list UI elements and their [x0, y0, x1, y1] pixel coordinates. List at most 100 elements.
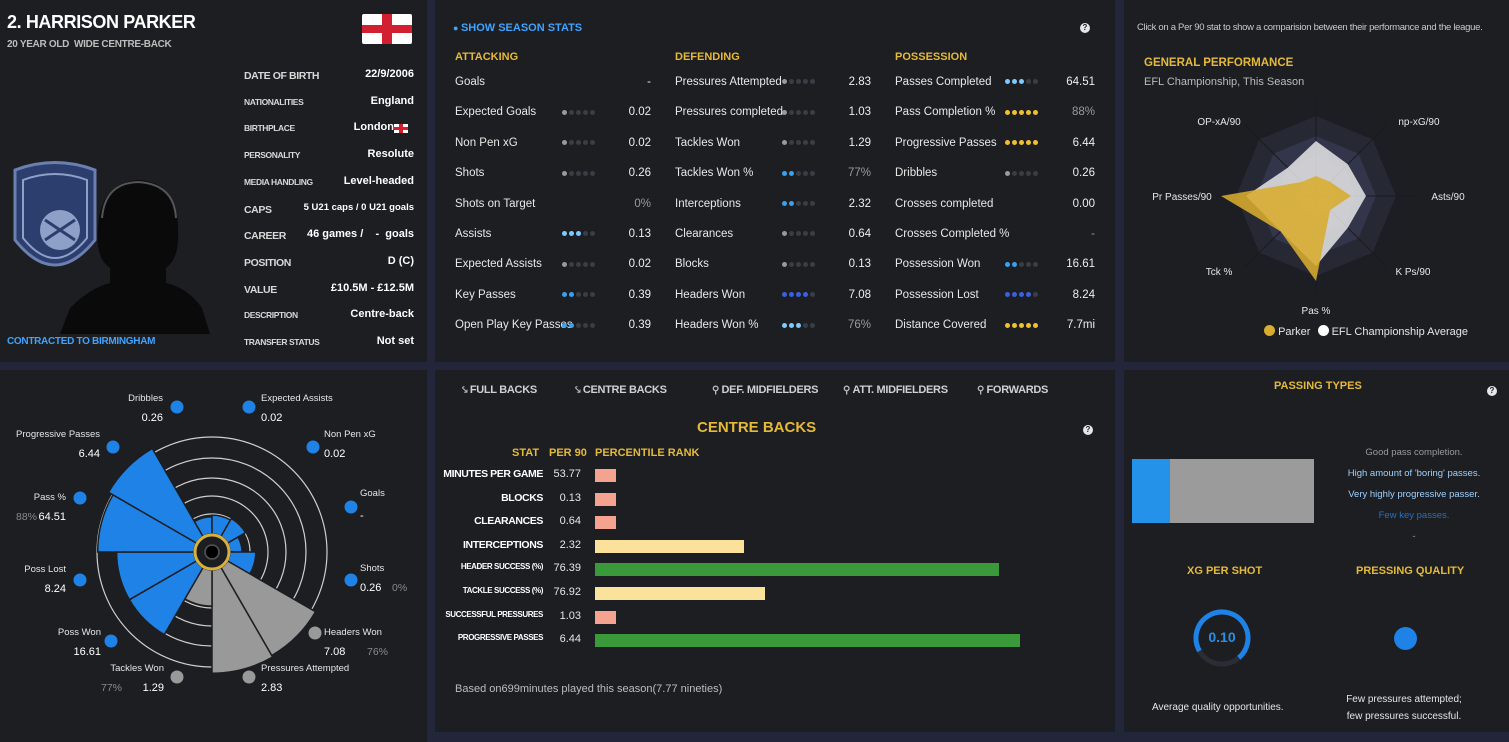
stat-row[interactable]: Tackles Won % 77%	[675, 167, 871, 197]
info-value: Level-headed	[343, 174, 414, 187]
stat-row[interactable]: Progressive Passes 6.44	[895, 137, 1095, 167]
att-midfielders-icon: ⚲	[843, 385, 853, 396]
radar-legend: Parker EFL Championship Average	[1264, 325, 1468, 338]
radar-axis-label[interactable]: Pas %	[1302, 306, 1331, 317]
radial-marker-dot[interactable]	[170, 670, 184, 684]
stat-row[interactable]: Pressures completed 1.03	[675, 106, 871, 136]
stat-row[interactable]: Expected Assists 0.02	[455, 258, 651, 288]
radial-item-value: 6.44	[79, 448, 100, 460]
radar-axis-label[interactable]: Tck %	[1206, 267, 1233, 278]
radial-marker-dot[interactable]	[344, 500, 358, 514]
radial-marker-dot[interactable]	[104, 634, 118, 648]
player-name: 2. HARRISON PARKER	[7, 12, 196, 32]
rating-dot	[1012, 109, 1017, 115]
percentile-per90-value: 0.13	[559, 491, 581, 504]
stat-name: Crosses completed	[895, 197, 994, 210]
stat-row[interactable]: Dribbles 0.26	[895, 167, 1095, 197]
stat-row[interactable]: Clearances 0.64	[675, 228, 871, 258]
stat-row[interactable]: Shots on Target 0%	[455, 198, 651, 228]
tab-att-midfielders[interactable]: ⚲ ATT. MIDFIELDERS	[843, 384, 948, 396]
pressing-quality-title: PRESSING QUALITY	[1356, 565, 1465, 577]
radial-item-value: 2.83	[261, 682, 282, 694]
stat-row[interactable]: Blocks 0.13	[675, 258, 871, 288]
tab-centre-backs[interactable]: ⤥ CENTRE BACKS	[575, 384, 667, 396]
stat-row[interactable]: Pressures Attempted 2.83	[675, 76, 871, 106]
stat-column-title: POSSESSION	[895, 51, 968, 63]
pressing-quality-caption-2: few pressures successful.	[1346, 711, 1462, 722]
radial-marker-dot[interactable]	[242, 400, 256, 414]
rating-dot	[569, 109, 574, 115]
radar-axis-label[interactable]: K Ps/90	[1395, 267, 1430, 278]
tab-full-backs[interactable]: ⤥ FULL BACKS	[462, 384, 537, 396]
stat-value: 0.26	[1072, 167, 1095, 180]
info-label: TRANSFER STATUS	[244, 337, 320, 347]
stat-rating-dots	[1005, 319, 1040, 331]
rating-dot	[796, 261, 801, 267]
stat-row[interactable]: Assists 0.13	[455, 228, 651, 258]
rating-dot	[1026, 109, 1031, 115]
radial-marker-dot[interactable]	[242, 670, 256, 684]
stat-row[interactable]: Headers Won % 76%	[675, 319, 871, 349]
stat-row[interactable]: Headers Won 7.08	[675, 289, 871, 319]
radial-item-percent: 88%	[16, 511, 37, 523]
show-season-stats-toggle[interactable]: ● SHOW SEASON STATS	[453, 22, 582, 34]
tab-def-midfielders[interactable]: ⚲ DEF. MIDFIELDERS	[712, 384, 818, 396]
rating-dot	[1019, 261, 1024, 267]
position-help-icon[interactable]: ?	[1083, 419, 1093, 437]
stat-name: Pass Completion %	[895, 106, 996, 119]
rating-dot	[1012, 170, 1017, 176]
radial-marker-dot[interactable]	[73, 573, 87, 587]
stat-row[interactable]: Crosses completed 0.00	[895, 198, 1095, 228]
stat-name: Pressures Attempted	[675, 76, 782, 88]
rating-dot	[1005, 292, 1010, 298]
stat-row[interactable]: Shots 0.26	[455, 167, 651, 197]
radial-item-label: Progressive Passes	[16, 429, 100, 440]
stat-row[interactable]: Tackles Won 1.29	[675, 137, 871, 167]
rating-dot	[1005, 109, 1010, 115]
stat-row[interactable]: Key Passes 0.39	[455, 289, 651, 319]
passing-help-icon[interactable]: ?	[1487, 380, 1497, 398]
tab-label: CENTRE BACKS	[582, 384, 667, 396]
rating-dot	[1005, 140, 1010, 146]
help-icon[interactable]: ?	[1080, 17, 1090, 35]
stat-row[interactable]: Interceptions 2.32	[675, 198, 871, 228]
season-stats-panel: ● SHOW SEASON STATS ? ATTACKING Goals - Exp…	[435, 0, 1115, 362]
rating-dot	[1005, 79, 1010, 85]
radial-marker-dot[interactable]	[308, 626, 322, 640]
stat-row[interactable]: Non Pen xG 0.02	[455, 137, 651, 167]
stat-row[interactable]: Possession Won 16.61	[895, 258, 1095, 288]
rating-dot	[789, 261, 794, 267]
rating-dot	[583, 170, 588, 176]
rating-dot	[782, 261, 787, 267]
stat-row[interactable]: Possession Lost 8.24	[895, 289, 1095, 319]
radar-axis-label[interactable]: OP-xA/90	[1197, 117, 1241, 128]
stat-row[interactable]: Expected Goals 0.02	[455, 106, 651, 136]
radial-marker-dot[interactable]	[106, 440, 120, 454]
stat-row[interactable]: Crosses Completed % -	[895, 228, 1095, 258]
radial-marker-dot[interactable]	[73, 491, 87, 505]
rating-dot	[1005, 261, 1010, 267]
rating-dot	[590, 322, 595, 328]
stat-row[interactable]: Goals -	[455, 76, 651, 106]
stat-value: 77%	[847, 167, 871, 180]
radar-axis-label[interactable]: Pr Passes/90	[1152, 192, 1212, 203]
rating-dot	[562, 170, 567, 176]
stat-row[interactable]: Distance Covered 7.7mi	[895, 319, 1095, 349]
tab-forwards[interactable]: ⚲ FORWARDS	[977, 384, 1048, 396]
stat-row[interactable]: Pass Completion % 88%	[895, 106, 1095, 136]
passing-types-panel: PASSING TYPES ? Good pass completion. Hi…	[1124, 370, 1509, 732]
radial-marker-dot[interactable]	[344, 573, 358, 587]
percentile-row: CLEARANCES 0.64	[435, 515, 1115, 535]
radial-marker-dot[interactable]	[170, 400, 184, 414]
rating-dot	[1033, 261, 1038, 267]
stat-row[interactable]: Passes Completed 64.51	[895, 76, 1095, 106]
stat-row[interactable]: Open Play Key Passes 0.39	[455, 319, 651, 349]
radial-marker-dot[interactable]	[306, 440, 320, 454]
passing-type-bar	[1132, 459, 1314, 523]
radar-axis-label[interactable]: Asts/90	[1431, 192, 1465, 203]
rating-dot	[789, 292, 794, 298]
radar-axis-label[interactable]: np-xG/90	[1398, 117, 1440, 128]
radial-bar-chart[interactable]: Goals - Shots 0.26 0% Headers Won 7.08 76% Press…	[0, 370, 427, 742]
percentile-per90-value: 0.64	[559, 515, 581, 528]
